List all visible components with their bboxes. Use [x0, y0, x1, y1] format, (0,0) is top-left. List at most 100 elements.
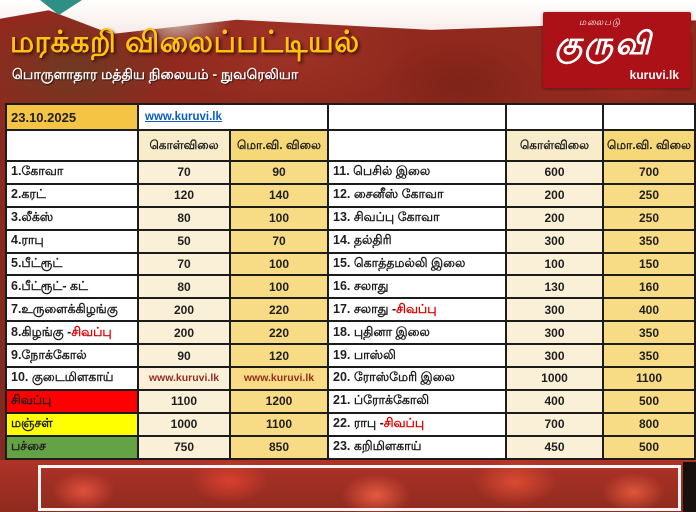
buy-price-cell: 200: [507, 207, 602, 229]
empty-cell: [507, 105, 602, 129]
retail-price-cell: 250: [604, 207, 694, 229]
item-name-cell: 1.கோவா: [7, 162, 137, 183]
item-name-cell: 10. குடைமிளகாய்: [7, 368, 137, 389]
bottom-white-frame: [38, 465, 681, 511]
retail-price-cell: 350: [604, 345, 694, 367]
buy-price-cell: 400: [507, 390, 602, 412]
buy-price-cell: 130: [507, 276, 602, 298]
retail-price-cell: 100: [231, 276, 327, 298]
logo-brand-text: குருவி: [555, 26, 653, 61]
retail-price-cell: 160: [604, 276, 694, 298]
buy-price-cell: 80: [139, 207, 229, 229]
empty-cell: [604, 105, 694, 129]
retail-price-cell: 700: [604, 162, 694, 183]
item-name-cell: 4.ராபு: [7, 230, 137, 252]
column-header-retail-right: மொ.வி. விலை: [604, 131, 694, 160]
retail-price-cell[interactable]: www.kuruvi.lk: [231, 368, 327, 389]
item-name-cell: 13. சிவப்பு கோவா: [329, 207, 505, 229]
buy-price-cell: 700: [507, 413, 602, 435]
buy-price-cell: 450: [507, 436, 602, 458]
buy-price-cell: 80: [139, 276, 229, 298]
item-name-cell: 15. கொத்தமல்லி இலை: [329, 253, 505, 275]
buy-price-cell: 100: [507, 253, 602, 275]
date-cell: 23.10.2025: [7, 105, 137, 129]
retail-price-cell: 250: [604, 184, 694, 206]
item-name-cell: 12. சைனீஸ் கோவா: [329, 184, 505, 206]
item-name-cell: 3.லீக்ஸ்: [7, 207, 137, 229]
item-name-cell: 16. சலாது: [329, 276, 505, 298]
retail-price-cell: 120: [231, 345, 327, 367]
retail-price-cell: 150: [604, 253, 694, 275]
page-subtitle: பொருளாதார மத்திய நிலையம் - நுவரெலியா: [12, 66, 299, 82]
retail-price-cell: 100: [231, 253, 327, 275]
retail-price-cell: 850: [231, 436, 327, 458]
buy-price-cell: 1100: [139, 390, 229, 412]
item-name-cell: 11. பெசில் இலை: [329, 162, 505, 183]
website-cell: www.kuruvi.lk: [139, 105, 327, 129]
logo-tagline: மலைபடு: [579, 17, 621, 27]
item-name-cell: 20. ரோஸ்மேரி இலை: [329, 368, 505, 389]
buy-price-cell: 90: [139, 345, 229, 367]
empty-header-cell: [7, 131, 137, 160]
buy-price-cell: 120: [139, 184, 229, 206]
item-name-cell: 9.நோக்கோல்: [7, 345, 137, 367]
item-name-cell: 8.கிழங்கு - சிவப்பு: [7, 322, 137, 344]
buy-price-cell: 50: [139, 230, 229, 252]
item-name-cell: மஞ்சள்: [7, 413, 137, 435]
column-header-buy-left: கொள்விலை: [139, 131, 229, 160]
item-name-cell: 23. கறிமிளகாய்: [329, 436, 505, 458]
retail-price-cell: 1200: [231, 390, 327, 412]
bottom-dark-strip: [683, 462, 696, 512]
retail-price-cell: 350: [604, 230, 694, 252]
retail-price-cell: 500: [604, 436, 694, 458]
item-name-cell: 19. பாஸ்லி: [329, 345, 505, 367]
item-name-cell: 6.பீட்ரூட்- கட்: [7, 276, 137, 298]
item-name-cell: 2.கரட்: [7, 184, 137, 206]
item-name-cell: 22. ராபு - சிவப்பு: [329, 413, 505, 435]
item-name-cell: சிவப்பு: [7, 390, 137, 412]
buy-price-cell: 300: [507, 230, 602, 252]
retail-price-cell: 140: [231, 184, 327, 206]
kuruvi-logo[interactable]: மலைபடு குருவி kuruvi.lk: [543, 12, 691, 88]
bottom-photo-strip: [0, 460, 696, 512]
retail-price-cell: 220: [231, 322, 327, 344]
buy-price-cell: 200: [139, 299, 229, 321]
item-name-cell: 5.பீட்ரூட்: [7, 253, 137, 275]
retail-price-cell: 1100: [231, 413, 327, 435]
retail-price-cell: 800: [604, 413, 694, 435]
retail-price-cell: 400: [604, 299, 694, 321]
retail-price-cell: 100: [231, 207, 327, 229]
retail-price-cell: 350: [604, 322, 694, 344]
buy-price-cell[interactable]: www.kuruvi.lk: [139, 368, 229, 389]
page-title: மரக்கறி விலைப்பட்டியல்: [10, 26, 360, 59]
retail-price-cell: 70: [231, 230, 327, 252]
retail-price-cell: 500: [604, 390, 694, 412]
buy-price-cell: 600: [507, 162, 602, 183]
buy-price-cell: 300: [507, 322, 602, 344]
empty-header-cell: [329, 131, 505, 160]
item-name-cell: 21. ப்ரோக்கோலி: [329, 390, 505, 412]
website-link[interactable]: www.kuruvi.lk: [145, 111, 222, 123]
item-name-cell: 7.உருளைக்கிழங்கு: [7, 299, 137, 321]
column-header-retail-left: மொ.வி. விலை: [231, 131, 327, 160]
retail-price-cell: 1100: [604, 368, 694, 389]
buy-price-cell: 300: [507, 299, 602, 321]
price-table: 23.10.2025 www.kuruvi.lk கொள்விலை மொ.வி.…: [5, 103, 696, 460]
buy-price-cell: 200: [139, 322, 229, 344]
buy-price-cell: 70: [139, 162, 229, 183]
buy-price-cell: 200: [507, 184, 602, 206]
empty-cell: [329, 105, 505, 129]
buy-price-cell: 1000: [507, 368, 602, 389]
item-name-cell: 18. புதினா இலை: [329, 322, 505, 344]
item-name-cell: பச்சை: [7, 436, 137, 458]
column-header-buy-right: கொள்விலை: [507, 131, 602, 160]
buy-price-cell: 70: [139, 253, 229, 275]
buy-price-cell: 750: [139, 436, 229, 458]
logo-domain-text: kuruvi.lk: [629, 68, 679, 82]
item-name-cell: 14. தல்திரி: [329, 230, 505, 252]
item-name-cell: 17. சலாது - சிவப்பு: [329, 299, 505, 321]
buy-price-cell: 300: [507, 345, 602, 367]
retail-price-cell: 90: [231, 162, 327, 183]
buy-price-cell: 1000: [139, 413, 229, 435]
